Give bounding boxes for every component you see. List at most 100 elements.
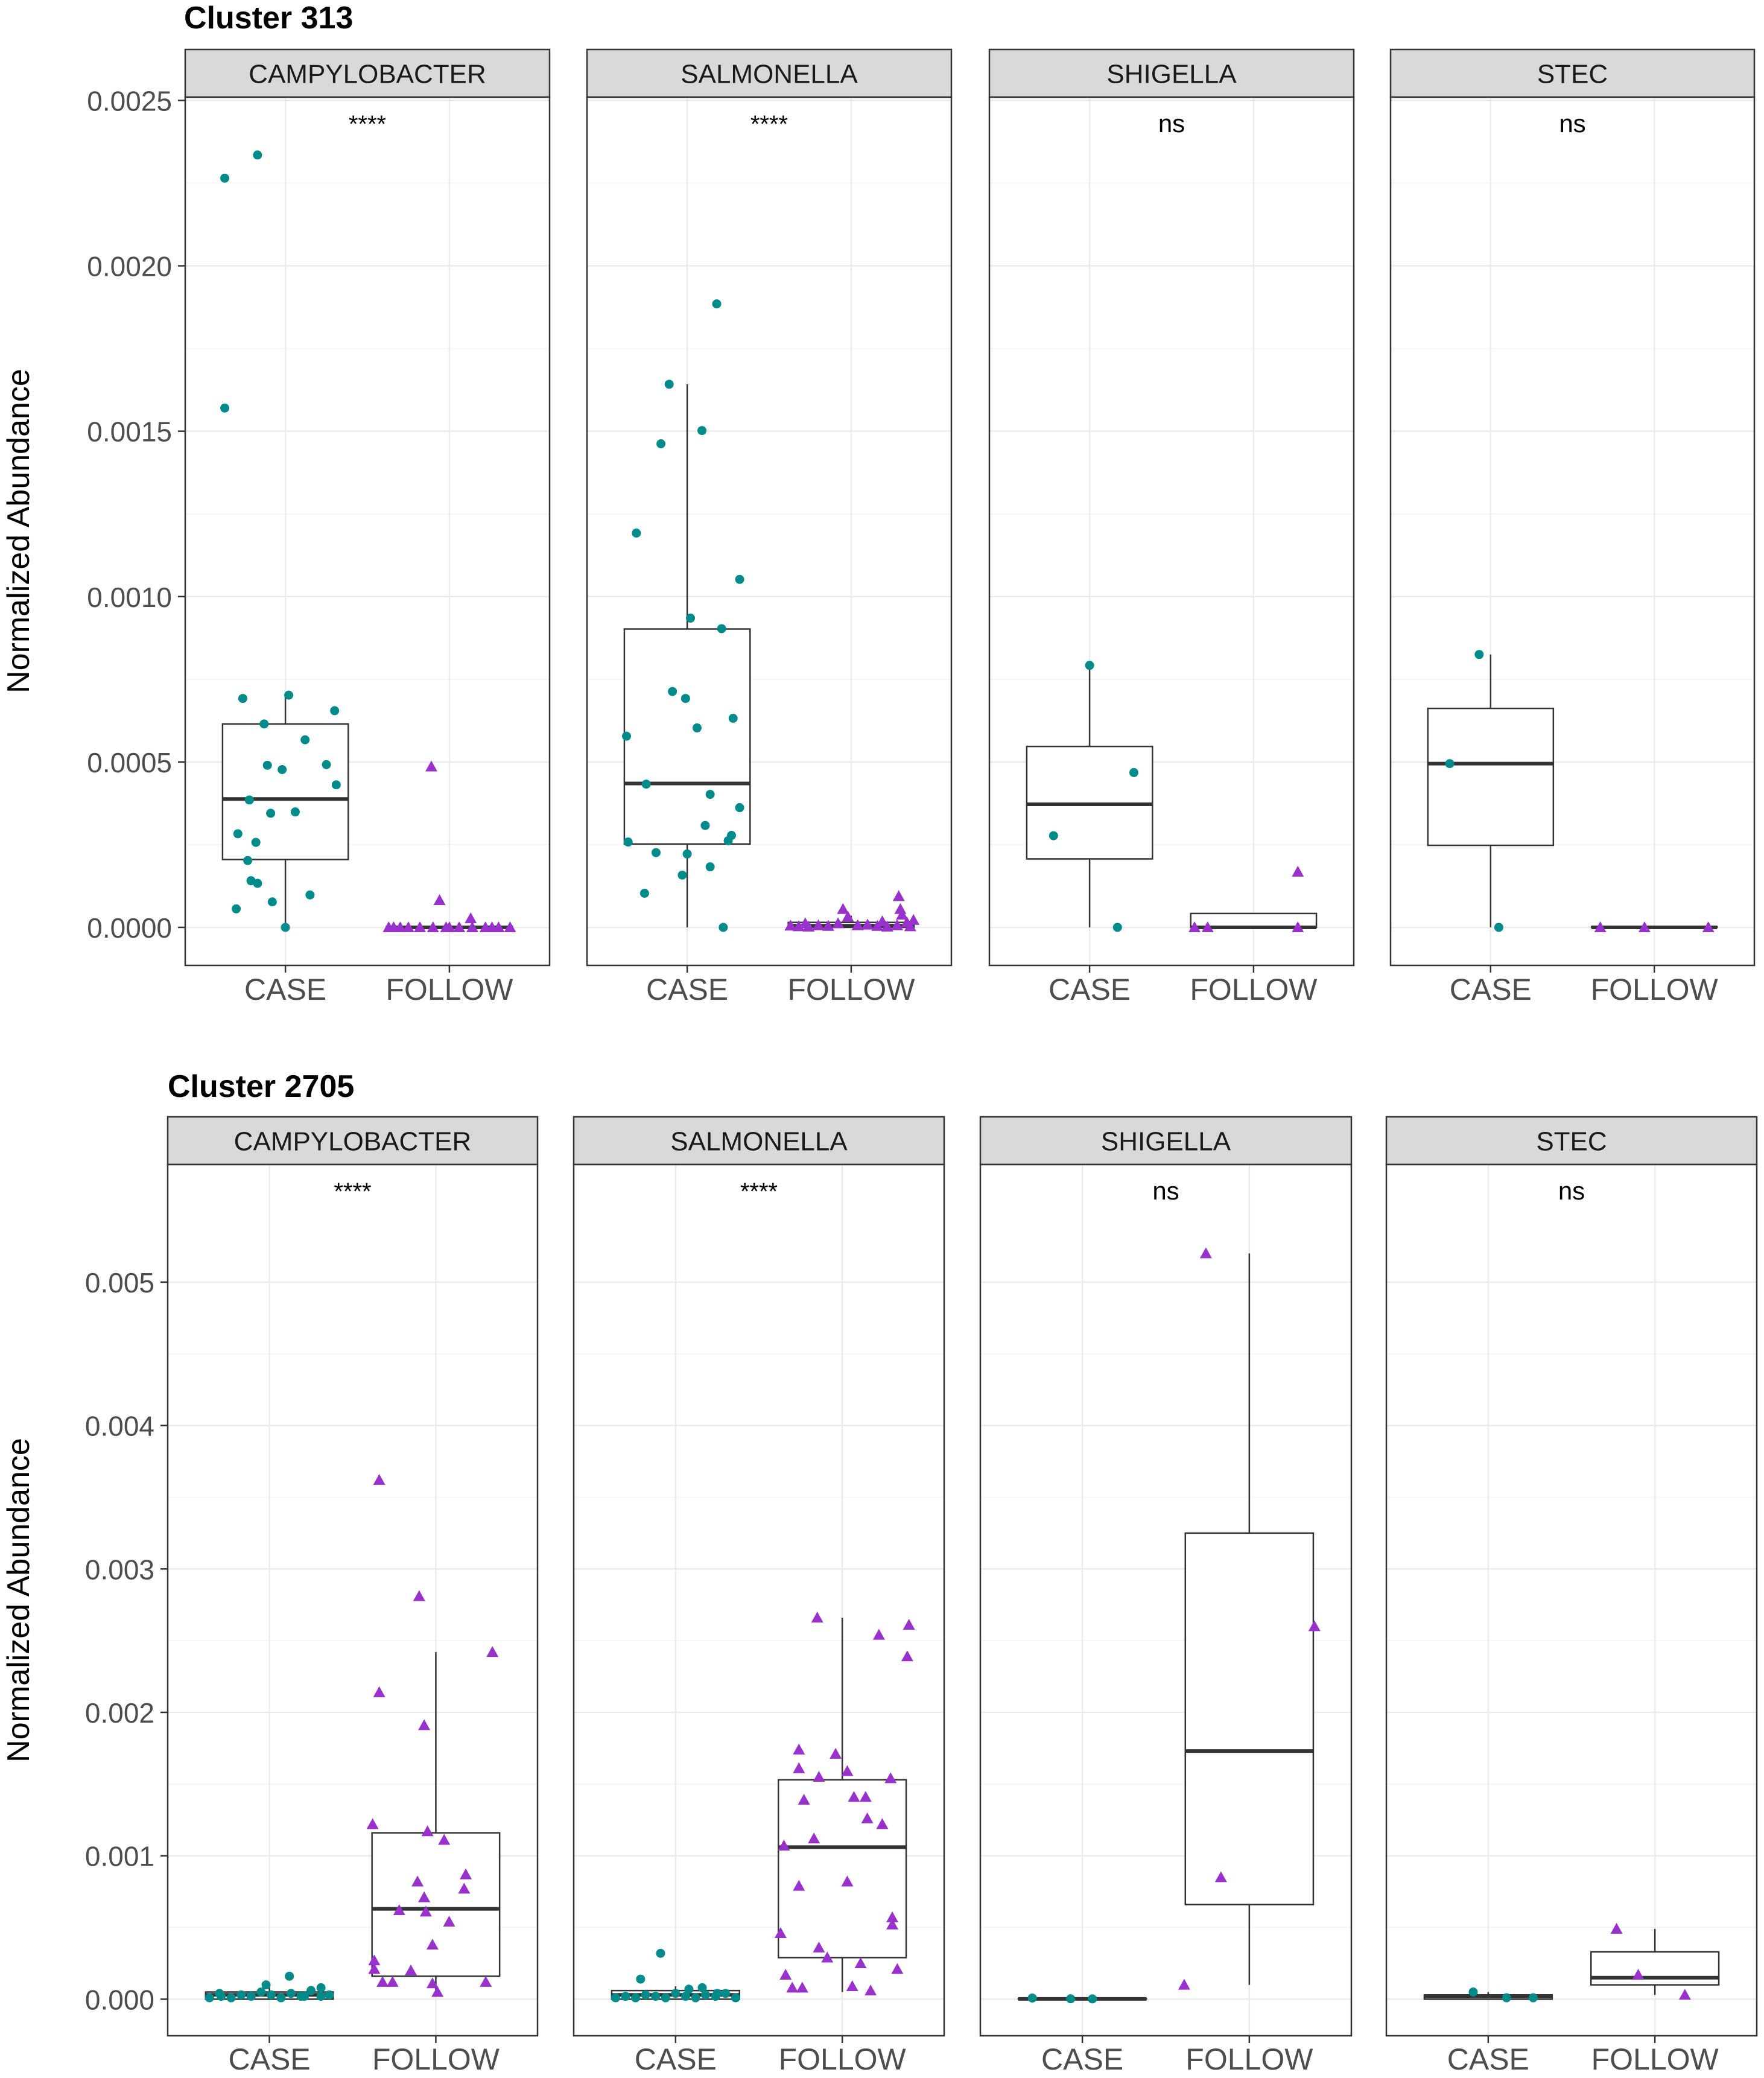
data-point-follow [830, 1747, 842, 1759]
boxplot-case [1026, 665, 1153, 927]
data-point-follow [808, 1832, 820, 1844]
data-point-case [253, 879, 262, 888]
data-point-follow [793, 1743, 805, 1755]
data-point-case [681, 1992, 690, 2001]
data-point-follow [792, 920, 805, 932]
data-point-follow [822, 920, 834, 931]
data-point-case [259, 719, 269, 729]
facet-strip [979, 1116, 1353, 1166]
boxplot-follow [777, 1618, 907, 1992]
data-point-follow [1594, 921, 1607, 932]
y-tick-label: 0.003 [85, 1554, 154, 1585]
data-point-follow [480, 1975, 492, 1987]
box-iqr [1590, 1951, 1720, 1986]
data-point-case [621, 1992, 630, 2001]
chart-title-cluster-2705: Cluster 2705 [168, 1069, 354, 1104]
data-point-case [331, 780, 341, 790]
data-point-follow [813, 1770, 825, 1782]
data-point-follow [486, 1646, 499, 1657]
data-point-follow [1638, 921, 1651, 932]
data-point-follow [799, 917, 811, 929]
data-point-case [705, 790, 715, 799]
panel-border [573, 1163, 945, 2037]
data-point-follow [842, 910, 854, 922]
data-point-follow [896, 909, 909, 920]
data-point-follow [393, 1904, 405, 1916]
panel-border [979, 1163, 1353, 2037]
facet-label: CAMPYLOBACTER [249, 60, 486, 89]
data-point-case [233, 829, 243, 839]
significance-label: ns [1558, 1177, 1585, 1205]
chart-cluster-313: 0.0000 0.0005 0.0010 0.0015 0.0020 0.0025 CAMP… [87, 48, 1756, 1006]
data-point-case [244, 795, 254, 805]
y-tick-label: 0.0025 [87, 85, 172, 116]
panel-campylobacter: CAMPYLOBACTER **** CASE FOLLOW [167, 1116, 539, 2076]
data-point-case [705, 862, 715, 872]
data-point-follow [1214, 1871, 1227, 1883]
data-point-follow [854, 1957, 867, 1968]
data-point-follow [813, 1941, 825, 1952]
data-point-follow [387, 921, 400, 932]
data-point-follow [904, 920, 916, 932]
y-tick-label: 0.0015 [87, 416, 172, 448]
data-point-case [330, 706, 340, 716]
x-tick-label: CASE [228, 2042, 310, 2076]
significance-label: **** [349, 111, 386, 138]
facet-label: STEC [1537, 60, 1608, 89]
data-point-follow [413, 921, 426, 932]
data-point-follow [1199, 1247, 1212, 1259]
data-point-case [205, 1993, 214, 2003]
data-point-follow [465, 912, 477, 924]
data-point-case [1085, 661, 1094, 670]
x-tick-label: FOLLOW [1591, 2042, 1719, 2076]
y-tick-label: 0.0005 [87, 747, 172, 778]
significance-label: ns [1559, 109, 1585, 138]
facet-label: SALMONELLA [670, 1127, 848, 1157]
data-point-follow [466, 921, 478, 932]
data-point-follow [418, 1719, 431, 1730]
y-tick-label: 0.002 [85, 1697, 154, 1729]
data-point-case [697, 1983, 707, 1992]
data-point-follow [368, 1963, 381, 1974]
panel-stec: STEC ns CASE FOLLOW [1385, 1116, 1758, 2076]
data-point-follow [796, 1981, 808, 1993]
data-point-case [697, 426, 707, 436]
data-point-case [286, 1989, 296, 1998]
facet-label: SHIGELLA [1101, 1127, 1231, 1157]
facet-label: SHIGELLA [1106, 60, 1237, 89]
data-point-case [316, 1992, 326, 2001]
data-point-case [215, 1989, 224, 1998]
data-point-case [1474, 650, 1484, 659]
data-point-follow [778, 1840, 790, 1851]
data-point-case [1494, 923, 1503, 932]
data-point-follow [798, 1793, 810, 1805]
x-tick-label: CASE [1450, 973, 1532, 1006]
data-point-follow [411, 1875, 424, 1887]
data-point-case [251, 837, 261, 847]
data-point-case [285, 1971, 294, 1981]
y-tick-label: 0.001 [85, 1841, 154, 1872]
x-tick-label: CASE [1447, 2042, 1529, 2076]
x-tick-label: CASE [244, 973, 326, 1006]
x-tick-label: FOLLOW [372, 2042, 500, 2076]
y-tick-label: 0.000 [85, 1984, 154, 2015]
data-point-case [1129, 767, 1138, 777]
data-point-follow [433, 894, 446, 906]
facet-label: SALMONELLA [681, 60, 858, 89]
box-iqr [1184, 1532, 1315, 1905]
data-point-case [322, 760, 331, 769]
data-point-follow [861, 918, 874, 930]
data-point-case [632, 529, 641, 538]
data-point-follow [1292, 865, 1304, 877]
data-point-follow [891, 1963, 904, 1974]
data-point-case [266, 809, 276, 818]
data-point-case [691, 1993, 700, 2003]
data-point-case [664, 380, 674, 389]
data-point-follow [784, 920, 797, 931]
data-point-case [1112, 923, 1122, 932]
data-point-follow [443, 921, 455, 932]
data-point-case [682, 849, 692, 859]
data-point-follow [876, 915, 889, 927]
data-point-case [290, 807, 300, 817]
data-point-case [636, 1974, 646, 1984]
